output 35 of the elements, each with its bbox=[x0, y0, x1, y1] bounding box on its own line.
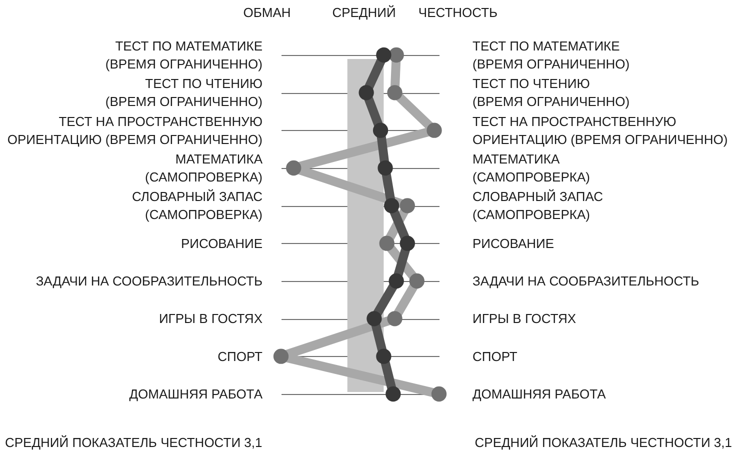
y-tick-label: ЗАДАЧИ НА СООБРАЗИТЕЛЬНОСТЬ bbox=[36, 274, 262, 288]
text: ОБМАН bbox=[243, 5, 291, 20]
point bbox=[400, 236, 415, 251]
text: ЧЕСТНОСТЬ bbox=[418, 5, 498, 20]
category-label: ИГРЫ В ГОСТЯХ bbox=[472, 311, 576, 326]
y-tick-label: ТЕСТ НА ПРОСТРАНСТВЕННУЮ ОРИЕНТАЦИЮ (ВРЕМЯ ОГРАНИЧЕННО) bbox=[7, 114, 262, 147]
category-label: ТЕСТ ПО ЧТЕНИЮ (ВРЕМЯ ОГРАНИЧЕННО) bbox=[472, 76, 630, 110]
point bbox=[366, 311, 382, 326]
point bbox=[358, 85, 374, 100]
y-tick-label: СПОРТ bbox=[218, 348, 263, 364]
point bbox=[384, 198, 400, 214]
y-tick-label: РИСОВАНИЕ bbox=[180, 236, 263, 251]
category-label: ДОМАШНЯЯ РАБОТА bbox=[472, 386, 606, 402]
y-tick-label: ТЕСТ ПО МАТЕМАТИКЕ (ВРЕМЯ ОГРАНИЧЕННО) bbox=[105, 38, 263, 72]
point bbox=[388, 273, 404, 289]
text: СРЕДНИЙ ПОКАЗАТЕЛЬ ЧЕСТНОСТИ 3,1 bbox=[5, 435, 262, 450]
category-label: СПОРТ bbox=[472, 348, 518, 364]
point bbox=[386, 386, 401, 402]
category-label: МАТЕМАТИКА (САМОПРОВЕРКА) bbox=[472, 152, 590, 184]
category-label: ТЕСТ НА ПРОСТРАНСТВЕННУЮ ОРИЕНТАЦИЮ (ВРЕМЯ ОГРАНИЧЕННО) bbox=[472, 114, 728, 147]
text: СРЕДНИЙ ПОКАЗАТЕЛЬ ЧЕСТНОСТИ 3,1 bbox=[474, 435, 732, 450]
point bbox=[378, 160, 393, 176]
point bbox=[376, 348, 392, 364]
point bbox=[376, 47, 392, 63]
y-tick-label: ДОМАШНЯЯ РАБОТА bbox=[129, 386, 263, 402]
text: СРЕДНИЙ bbox=[332, 5, 396, 20]
y-tick-label: ТЕСТ ПО ЧТЕНИЮ (ВРЕМЯ ОГРАНИЧЕННО) bbox=[105, 76, 262, 110]
category-label: РИСОВАНИЕ bbox=[472, 236, 554, 251]
point bbox=[372, 122, 388, 138]
category-label: ТЕСТ ПО МАТЕМАТИКЕ (ВРЕМЯ ОГРАНИЧЕННО) bbox=[472, 38, 630, 72]
category-label: ЗАДАЧИ НА СООБРАЗИТЕЛЬНОСТЬ bbox=[472, 274, 700, 288]
y-tick-label: СЛОВАРНЫЙ ЗАПАС (САМОПРОВЕРКА) bbox=[132, 189, 262, 222]
y-tick-label: ИГРЫ В ГОСТЯХ bbox=[158, 311, 263, 326]
category-label: СЛОВАРНЫЙ ЗАПАС (САМОПРОВЕРКА) bbox=[472, 189, 604, 222]
y-tick-label: МАТЕМАТИКА (САМОПРОВЕРКА) bbox=[145, 152, 263, 184]
